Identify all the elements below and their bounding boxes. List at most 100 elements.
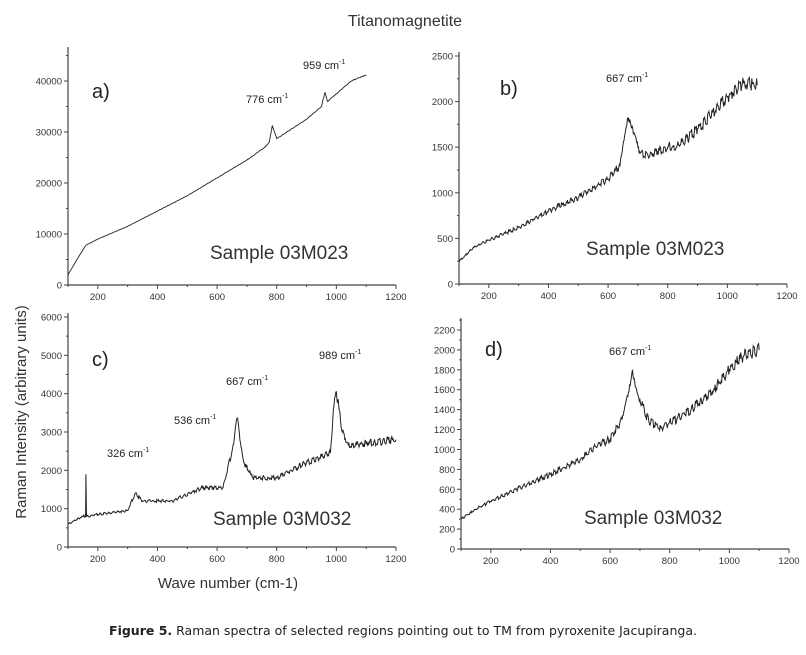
y-tick-label: 5000 <box>41 351 62 362</box>
y-tick-label: 400 <box>439 505 455 516</box>
spectrum-line <box>67 391 397 525</box>
y-tick-label: 0 <box>450 545 455 556</box>
figure-caption: Figure 5. Raman spectra of selected regi… <box>0 623 806 638</box>
annotation-text: 667 cm <box>226 376 262 388</box>
y-tick-label: 1500 <box>432 143 453 154</box>
panel-label: b) <box>500 78 518 100</box>
y-tick-label: 1600 <box>434 385 455 396</box>
y-tick-label: 1000 <box>432 188 453 199</box>
sample-label: Sample 03M032 <box>584 508 722 529</box>
x-tick-label: 800 <box>660 291 676 302</box>
panel-b: 200 400 600 800 1000 1200 0 500 1000 1500 2000 2500… <box>432 52 798 303</box>
peak-annotation: 667 cm-1 <box>226 375 268 388</box>
x-tick-label: 1000 <box>717 291 738 302</box>
x-tick-label: 200 <box>481 291 497 302</box>
spectrum-line <box>459 76 758 262</box>
sample-label: Sample 03M023 <box>210 243 348 264</box>
y-axis-label: Raman Intensity (arbitrary units) <box>13 305 30 518</box>
spectrum-line <box>460 342 760 520</box>
y-tick-label: 2000 <box>432 97 453 108</box>
y-tick-label: 2000 <box>41 466 62 477</box>
y-tick-label: 1400 <box>434 405 455 416</box>
annotation-superscript: -1 <box>262 375 268 382</box>
annotation-text: 776 cm <box>246 94 282 106</box>
x-tick-label: 1200 <box>385 292 406 303</box>
y-tick-label: 30000 <box>36 128 62 139</box>
panel-d: 200 400 600 800 1000 1200 0 200 400 600 800 1000 120… <box>434 318 800 567</box>
peak-annotation: 326 cm-1 <box>107 447 149 460</box>
x-tick-label: 600 <box>209 554 225 565</box>
y-tick-label: 2000 <box>434 345 455 356</box>
annotation-superscript: -1 <box>210 414 216 421</box>
peak-annotation: 989 cm-1 <box>319 349 361 362</box>
y-tick-label: 600 <box>439 485 455 496</box>
panel-label: a) <box>92 81 110 103</box>
x-tick-label: 400 <box>150 292 166 303</box>
x-tick-label: 600 <box>600 291 616 302</box>
annotation-text: 667 cm <box>606 73 642 85</box>
y-tick-label: 6000 <box>41 313 62 324</box>
x-tick-label: 400 <box>543 556 559 567</box>
spectrum-line <box>67 74 367 276</box>
annotation-superscript: -1 <box>339 59 345 66</box>
peak-annotation: 667 cm-1 <box>606 72 648 85</box>
panel-label: c) <box>92 349 109 371</box>
x-tick-label: 1200 <box>778 556 799 567</box>
x-axis-label: Wave number (cm-1) <box>158 575 298 592</box>
x-tick-label: 1000 <box>719 556 740 567</box>
y-tick-label: 3000 <box>41 428 62 439</box>
annotation-superscript: -1 <box>645 345 651 352</box>
x-tick-label: 800 <box>269 292 285 303</box>
annotation-superscript: -1 <box>143 447 149 454</box>
peak-annotation: 959 cm-1 <box>303 59 345 72</box>
y-tick-label: 2200 <box>434 326 455 337</box>
y-tick-label: 20000 <box>36 179 62 190</box>
annotation-text: 326 cm <box>107 448 143 460</box>
x-tick-label: 1000 <box>326 554 347 565</box>
x-tick-label: 400 <box>150 554 166 565</box>
panel-a: 200 400 600 800 1000 1200 0 10000 20000 30000 4000… <box>36 47 407 303</box>
x-tick-label: 200 <box>90 292 106 303</box>
y-tick-label: 0 <box>448 280 453 291</box>
panel-label: d) <box>485 339 503 361</box>
y-tick-label: 2500 <box>432 52 453 63</box>
annotation-text: 959 cm <box>303 60 339 72</box>
y-tick-label: 40000 <box>36 77 62 88</box>
y-tick-label: 0 <box>57 543 62 554</box>
y-tick-label: 10000 <box>36 230 62 241</box>
annotation-text: 989 cm <box>319 350 355 362</box>
y-tick-label: 500 <box>437 234 453 245</box>
x-tick-label: 1000 <box>326 292 347 303</box>
caption-text: Raman spectra of selected regions pointi… <box>172 623 697 638</box>
sample-label: Sample 03M032 <box>213 509 351 530</box>
x-tick-label: 200 <box>90 554 106 565</box>
annotation-superscript: -1 <box>282 93 288 100</box>
y-tick-label: 800 <box>439 465 455 476</box>
y-tick-label: 1800 <box>434 365 455 376</box>
y-tick-label: 200 <box>439 525 455 536</box>
annotation-superscript: -1 <box>355 349 361 356</box>
x-tick-label: 800 <box>662 556 678 567</box>
y-tick-label: 4000 <box>41 389 62 400</box>
x-tick-label: 800 <box>269 554 285 565</box>
y-tick-label: 1200 <box>434 425 455 436</box>
x-tick-label: 600 <box>602 556 618 567</box>
figure-title: Titanomagnetite <box>348 13 462 30</box>
annotation-text: 667 cm <box>609 346 645 358</box>
x-tick-label: 600 <box>209 292 225 303</box>
annotation-superscript: -1 <box>642 72 648 79</box>
x-tick-label: 1200 <box>776 291 797 302</box>
x-tick-label: 200 <box>483 556 499 567</box>
annotation-text: 536 cm <box>174 415 210 427</box>
y-tick-label: 1000 <box>41 504 62 515</box>
sample-label: Sample 03M023 <box>586 239 724 260</box>
y-tick-label: 1000 <box>434 445 455 456</box>
caption-label: Figure 5. <box>109 623 173 638</box>
panel-c: 200 400 600 800 1000 1200 0 1000 2000 3000 4000 500… <box>41 313 407 566</box>
peak-annotation: 776 cm-1 <box>246 93 288 106</box>
y-tick-label: 0 <box>57 281 62 292</box>
peak-annotation: 536 cm-1 <box>174 414 216 427</box>
x-tick-label: 400 <box>541 291 557 302</box>
peak-annotation: 667 cm-1 <box>609 345 651 358</box>
